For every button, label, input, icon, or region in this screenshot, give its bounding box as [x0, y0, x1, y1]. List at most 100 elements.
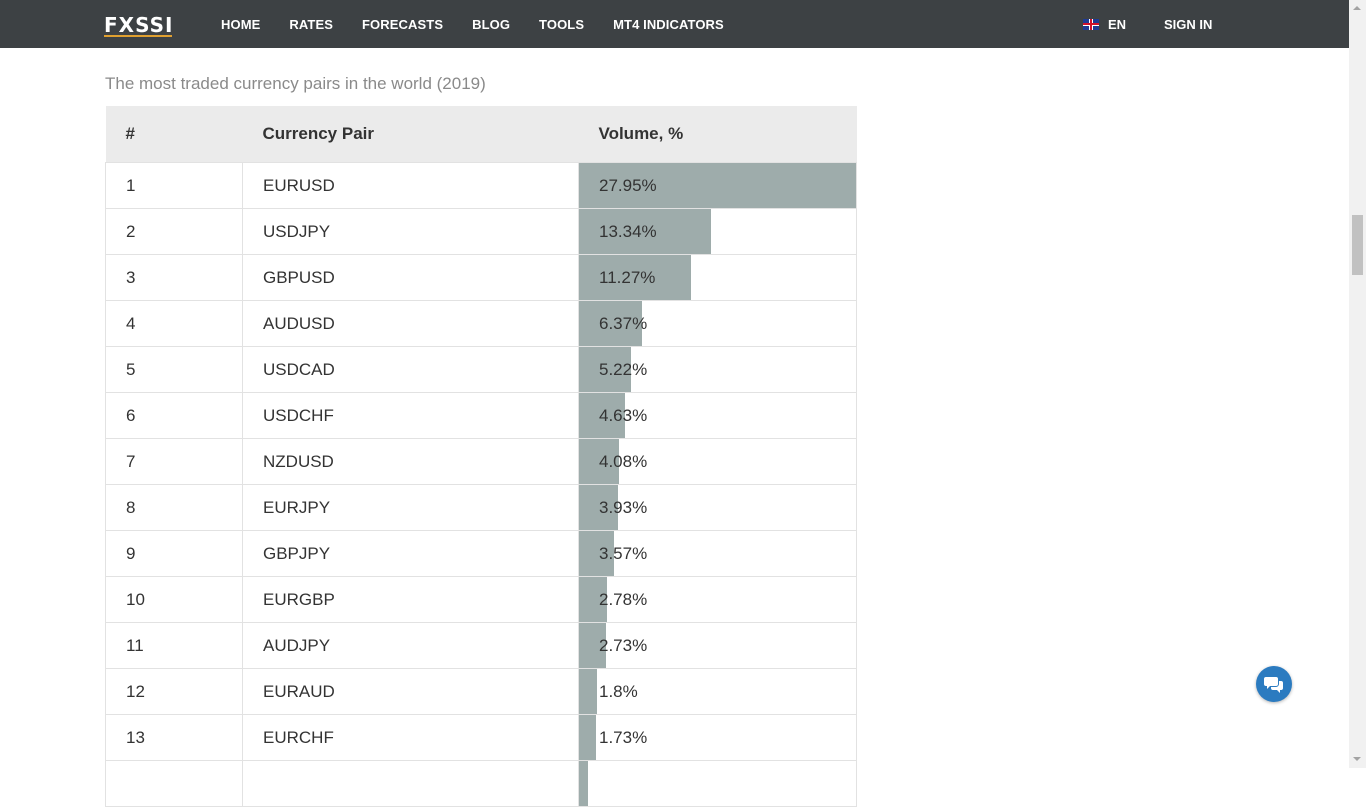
logo-underline [104, 35, 172, 37]
pair-cell: EURAUD [242, 668, 579, 715]
volume-cell: 27.95% [578, 162, 857, 209]
nav-tools[interactable]: TOOLS [539, 16, 585, 32]
volume-cell: 2.78% [578, 576, 857, 623]
volume-label: 1.73% [599, 728, 648, 747]
table-row: 10 EURGBP 2.78% [105, 576, 857, 623]
volume-bar [579, 577, 607, 622]
rank-cell: 7 [105, 438, 243, 485]
volume-cell: 1.8% [578, 668, 857, 715]
table-caption: The most traded currency pairs in the wo… [105, 74, 486, 93]
pair-cell: AUDJPY [242, 622, 579, 669]
pair-cell: USDCHF [242, 392, 579, 439]
nav-home[interactable]: HOME [221, 16, 261, 32]
uk-flag-icon [1083, 18, 1099, 30]
pair-cell: USDJPY [242, 208, 579, 255]
table-row: 8 EURJPY 3.93% [105, 484, 857, 531]
nav-forecasts[interactable]: FORECASTS [362, 16, 444, 32]
pair-cell: AUDUSD [242, 300, 579, 347]
volume-label: 11.27% [599, 268, 656, 287]
volume-cell: 3.57% [578, 530, 857, 577]
pair-cell [242, 760, 579, 807]
volume-cell: 3.93% [578, 484, 857, 531]
rank-cell: 9 [105, 530, 243, 577]
nav-rates[interactable]: RATES [289, 16, 334, 32]
table-body: 1 EURUSD 27.95% 2 USDJPY 13.34% 3 GBPUSD 11.27% 4… [105, 162, 857, 807]
volume-bar [579, 393, 625, 438]
table-row: 12 EURAUD 1.8% [105, 668, 857, 715]
volume-label: 1.8% [599, 682, 638, 701]
pair-cell: EURUSD [242, 162, 579, 209]
sign-in-link[interactable]: SIGN IN [1164, 16, 1213, 32]
rank-cell: 8 [105, 484, 243, 531]
volume-label: 5.22% [599, 360, 648, 379]
volume-label: 2.78% [599, 590, 648, 609]
pair-cell: NZDUSD [242, 438, 579, 485]
logo-text[interactable]: FXSSI [104, 13, 174, 37]
table-row: 3 GBPUSD 11.27% [105, 254, 857, 301]
scroll-down-icon[interactable] [1353, 757, 1361, 761]
volume-cell: 1.73% [578, 714, 857, 761]
volume-cell: 2.73% [578, 622, 857, 669]
volume-bar [579, 301, 642, 346]
page-scrollbar[interactable] [1349, 0, 1366, 768]
volume-label: 4.08% [599, 452, 648, 471]
header-currency-pair: Currency Pair [242, 106, 579, 163]
table-row: 1 EURUSD 27.95% [105, 162, 857, 209]
pair-cell: EURJPY [242, 484, 579, 531]
site-header: FXSSI HOME RATES FORECASTS BLOG TOOLS MT… [0, 0, 1349, 48]
rank-cell: 6 [105, 392, 243, 439]
volume-label: 13.34% [599, 222, 657, 241]
rank-cell: 10 [105, 576, 243, 623]
scroll-up-icon[interactable] [1353, 6, 1361, 10]
currency-pairs-table: # Currency Pair Volume, % 1 EURUSD 27.95% 2… [105, 106, 857, 807]
rank-cell: 4 [105, 300, 243, 347]
table-row: 2 USDJPY 13.34% [105, 208, 857, 255]
table-row [105, 760, 857, 807]
volume-bar [579, 669, 597, 714]
nav-mt4-indicators[interactable]: MT4 INDICATORS [613, 16, 724, 32]
rank-cell: 13 [105, 714, 243, 761]
header-rank: # [105, 106, 243, 163]
volume-bar [579, 715, 596, 760]
volume-cell: 4.08% [578, 438, 857, 485]
table-row: 7 NZDUSD 4.08% [105, 438, 857, 485]
chat-button[interactable] [1256, 666, 1292, 702]
pair-cell: EURCHF [242, 714, 579, 761]
volume-cell: 11.27% [578, 254, 857, 301]
pair-cell: GBPUSD [242, 254, 579, 301]
pair-cell: GBPJPY [242, 530, 579, 577]
main-nav: HOME RATES FORECASTS BLOG TOOLS MT4 INDI… [221, 0, 753, 48]
rank-cell: 1 [105, 162, 243, 209]
chat-bubble-icon [1264, 677, 1283, 693]
volume-label: 27.95% [599, 176, 657, 195]
volume-cell: 6.37% [578, 300, 857, 347]
rank-cell: 12 [105, 668, 243, 715]
scrollbar-thumb[interactable] [1352, 215, 1363, 275]
volume-label: 3.57% [599, 544, 648, 563]
volume-label: 3.93% [599, 498, 648, 517]
volume-cell: 4.63% [578, 392, 857, 439]
rank-cell: 2 [105, 208, 243, 255]
rank-cell [105, 760, 243, 807]
table-row: 6 USDCHF 4.63% [105, 392, 857, 439]
language-selector[interactable]: EN [1083, 0, 1126, 48]
volume-cell: 13.34% [578, 208, 857, 255]
rank-cell: 11 [105, 622, 243, 669]
volume-bar [579, 485, 618, 530]
rank-cell: 5 [105, 346, 243, 393]
table-row: 5 USDCAD 5.22% [105, 346, 857, 393]
table-row: 4 AUDUSD 6.37% [105, 300, 857, 347]
table-row: 11 AUDJPY 2.73% [105, 622, 857, 669]
header-volume: Volume, % [578, 106, 857, 163]
volume-cell [578, 760, 857, 807]
volume-bar [579, 439, 619, 484]
volume-bar [579, 209, 711, 254]
table-row: 13 EURCHF 1.73% [105, 714, 857, 761]
language-label: EN [1108, 16, 1127, 32]
table-row: 9 GBPJPY 3.57% [105, 530, 857, 577]
volume-label: 2.73% [599, 636, 648, 655]
logo[interactable]: FXSSI [104, 13, 174, 37]
rank-cell: 3 [105, 254, 243, 301]
nav-blog[interactable]: BLOG [472, 16, 511, 32]
volume-bar [579, 255, 691, 300]
